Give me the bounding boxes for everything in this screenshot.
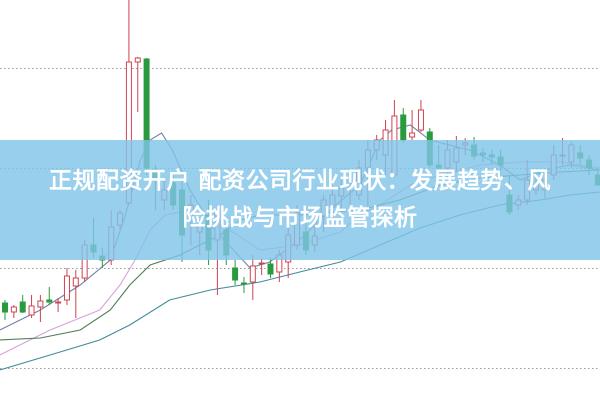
candle-body bbox=[240, 282, 247, 285]
candle bbox=[19, 295, 26, 313]
candle bbox=[134, 57, 141, 112]
candle bbox=[10, 305, 17, 318]
candle bbox=[267, 258, 274, 278]
candle bbox=[2, 300, 8, 320]
candle-body bbox=[46, 299, 53, 303]
candle-body bbox=[417, 109, 424, 131]
candle bbox=[240, 277, 247, 293]
headline: 正规配资开户 配资公司行业现状：发展趋势、风 险挑战与市场监管探析 bbox=[0, 163, 600, 237]
candle bbox=[28, 295, 35, 318]
candle bbox=[249, 255, 256, 300]
candle-body bbox=[37, 300, 44, 308]
candle-body bbox=[258, 262, 265, 265]
candle bbox=[400, 108, 407, 143]
candle bbox=[37, 295, 44, 322]
candle-body bbox=[63, 275, 70, 301]
candle-body bbox=[55, 301, 62, 304]
headline-banner bbox=[0, 140, 600, 260]
candle-body bbox=[267, 263, 274, 275]
candle-body bbox=[2, 302, 8, 313]
headline-line-1: 正规配资开户 配资公司行业现状：发展趋势、风 bbox=[48, 168, 551, 194]
candle-body bbox=[400, 114, 407, 141]
candle-body bbox=[72, 277, 79, 287]
candle bbox=[258, 258, 265, 275]
candle bbox=[232, 260, 239, 285]
candle-body bbox=[134, 57, 141, 63]
candle bbox=[46, 287, 53, 305]
candle bbox=[72, 270, 79, 318]
headline-line-2: 险挑战与市场监管探析 bbox=[182, 205, 418, 231]
candle bbox=[55, 298, 62, 312]
candle bbox=[63, 268, 70, 305]
candle-body bbox=[10, 306, 17, 313]
candle-body bbox=[409, 132, 416, 138]
candle bbox=[409, 110, 416, 140]
candle-body bbox=[28, 305, 35, 316]
candle-body bbox=[232, 267, 239, 281]
candle-body bbox=[249, 265, 256, 283]
candle bbox=[417, 100, 424, 132]
candle-body bbox=[19, 301, 26, 313]
